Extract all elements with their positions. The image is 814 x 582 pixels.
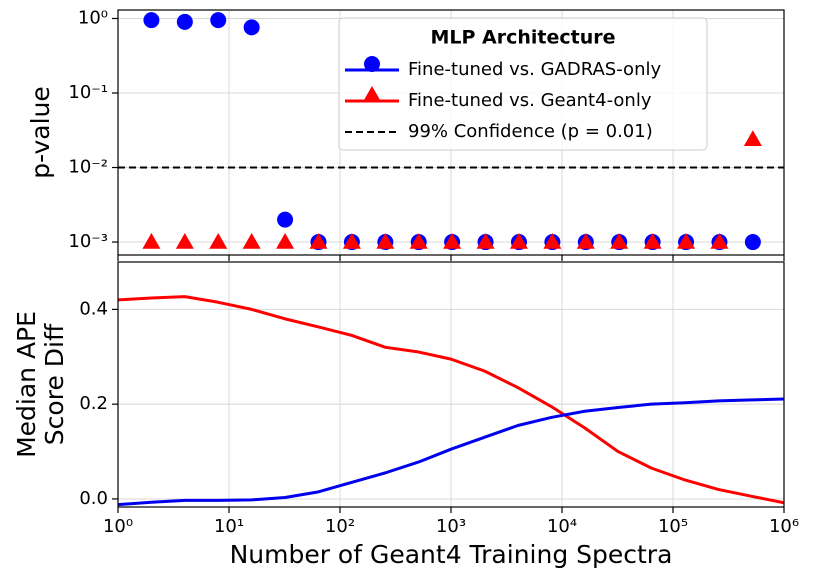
legend-label: Fine-tuned vs. GADRAS-only bbox=[408, 59, 661, 80]
marker bbox=[710, 233, 729, 249]
legend: MLP Architecture Fine-tuned vs. GADRAS-on… bbox=[338, 17, 708, 151]
y-tick-label: 10⁻¹ bbox=[68, 82, 108, 103]
plot-area bbox=[118, 295, 784, 507]
marker bbox=[743, 130, 762, 146]
plot-frame bbox=[117, 9, 785, 256]
y-axis-label: Median APE bbox=[12, 311, 41, 458]
marker bbox=[242, 233, 261, 249]
plot-frame bbox=[117, 261, 785, 508]
marker bbox=[276, 233, 295, 249]
y-tick-label: 0.2 bbox=[79, 393, 108, 414]
legend-label: 99% Confidence (p = 0.01) bbox=[408, 121, 653, 142]
x-tick-label: 10² bbox=[325, 516, 355, 537]
y-axis-label: p-value bbox=[26, 86, 55, 179]
marker bbox=[509, 233, 528, 249]
marker bbox=[677, 233, 696, 249]
marker bbox=[476, 233, 495, 249]
x-tick-label: 10⁴ bbox=[547, 516, 577, 537]
y-tick-label: 10⁻² bbox=[68, 157, 108, 178]
marker bbox=[409, 233, 428, 249]
y-tick-label: 10⁰ bbox=[78, 7, 108, 28]
marker bbox=[243, 19, 260, 36]
marker bbox=[610, 233, 629, 249]
y-tick-label: 10⁻³ bbox=[68, 231, 108, 252]
x-axis-label: Number of Geant4 Training Spectra bbox=[230, 540, 673, 569]
marker bbox=[143, 12, 160, 29]
legend-label: Fine-tuned vs. Geant4-only bbox=[408, 90, 652, 111]
y-tick-label: 0.4 bbox=[79, 298, 108, 319]
marker bbox=[142, 233, 161, 249]
marker bbox=[576, 233, 595, 249]
x-tick-label: 10⁶ bbox=[769, 516, 799, 537]
legend-box bbox=[338, 17, 708, 151]
x-tick-label: 10⁵ bbox=[658, 516, 688, 537]
marker bbox=[309, 233, 328, 249]
x-tick-label: 10⁰ bbox=[103, 516, 133, 537]
marker bbox=[543, 233, 562, 249]
x-tick-label: 10³ bbox=[436, 516, 466, 537]
marker bbox=[210, 12, 227, 29]
marker bbox=[363, 86, 381, 102]
marker bbox=[209, 233, 228, 249]
plot-area bbox=[142, 12, 762, 251]
y-axis-label: Score Diff bbox=[40, 323, 69, 445]
marker bbox=[443, 233, 462, 249]
marker bbox=[277, 211, 294, 228]
legend-title: MLP Architecture bbox=[430, 27, 615, 49]
marker bbox=[744, 234, 761, 251]
y-tick-label: 0.0 bbox=[79, 488, 108, 509]
marker bbox=[364, 56, 380, 72]
marker bbox=[342, 233, 361, 249]
line bbox=[118, 295, 784, 505]
x-tick-label: 10¹ bbox=[214, 516, 244, 537]
line bbox=[118, 397, 784, 507]
marker bbox=[175, 233, 194, 249]
marker bbox=[176, 13, 193, 30]
marker bbox=[643, 233, 662, 249]
marker bbox=[376, 233, 395, 249]
